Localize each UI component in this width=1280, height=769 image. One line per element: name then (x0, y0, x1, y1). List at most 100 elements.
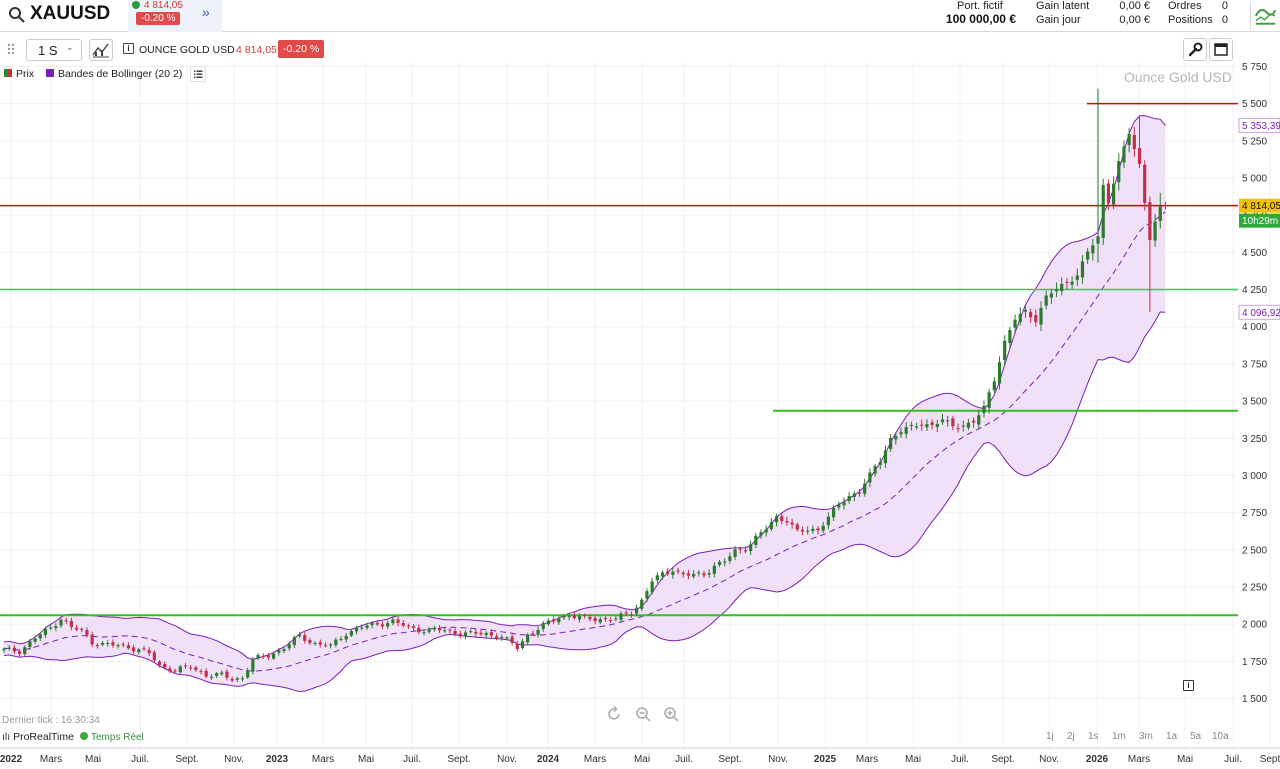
period-button-3m[interactable]: 3m (1139, 731, 1153, 742)
info-icon[interactable]: i (123, 43, 134, 54)
candle (785, 516, 789, 526)
legend-item-bollinger[interactable]: Bandes de Bollinger (20 2) (46, 68, 182, 80)
candle-body (935, 424, 939, 427)
candle-body (323, 645, 328, 647)
horizontal-lines[interactable] (0, 102, 1238, 617)
prorealtime-logo-icon[interactable] (1250, 2, 1278, 30)
candle (422, 629, 426, 636)
countdown-tag: 10h29m (1239, 213, 1280, 228)
positions-value: 0 (1221, 14, 1228, 26)
candle (256, 653, 260, 660)
symbol-search-box[interactable]: XAUUSD 4 814,05 -0.20 % » (0, 0, 222, 32)
candle-body (878, 461, 882, 465)
period-button-10a[interactable]: 10a (1212, 731, 1229, 742)
candle (391, 617, 395, 626)
candle (28, 638, 32, 650)
indicator-chart-icon (92, 43, 109, 58)
candle (837, 501, 841, 511)
zoom-out-icon[interactable] (634, 705, 652, 723)
candle-body (277, 650, 281, 653)
candle-body (396, 619, 400, 623)
candle (515, 640, 519, 652)
candle (624, 610, 628, 616)
candle (334, 637, 338, 648)
candle-body (992, 381, 996, 391)
candle-body (432, 628, 436, 630)
candle-body (443, 630, 447, 632)
reset-zoom-icon[interactable] (606, 705, 624, 723)
candle-body (811, 528, 815, 532)
symbol-name[interactable]: XAUUSD (30, 3, 111, 24)
candle-body (733, 549, 737, 557)
candle-body (982, 405, 986, 414)
info-icon[interactable]: i (1183, 680, 1194, 691)
candle (899, 427, 903, 438)
candle-body (1122, 146, 1126, 163)
candle-body (1101, 185, 1105, 239)
candle-body (1153, 221, 1157, 241)
candle (930, 419, 934, 430)
period-button-5a[interactable]: 5a (1190, 731, 1202, 742)
candle (458, 630, 462, 639)
period-button-2j[interactable]: 2j (1067, 731, 1075, 742)
period-button-1j[interactable]: 1j (1046, 731, 1054, 742)
candle (536, 626, 540, 638)
double-chevron-right-icon[interactable]: » (202, 4, 210, 20)
candle-body (147, 649, 151, 654)
gain-latent-value: 0,00 € (1119, 0, 1150, 12)
drag-handle-icon[interactable] (6, 42, 16, 56)
candle-body (1111, 183, 1116, 205)
x-tick-label: Nov. (224, 754, 244, 765)
candle (1070, 276, 1074, 289)
y-tick-label: 3 750 (1242, 359, 1267, 370)
candle-body (251, 658, 255, 672)
period-button-1s[interactable]: 1s (1088, 731, 1099, 742)
candle (178, 664, 182, 674)
legend-item-price[interactable]: Prix (4, 68, 34, 80)
y-tick-label: 2 000 (1242, 620, 1267, 631)
price-swatch-icon (4, 69, 12, 77)
candle (437, 624, 442, 634)
candle-body (847, 496, 851, 502)
candle-body (59, 619, 63, 626)
period-button-1m[interactable]: 1m (1112, 731, 1126, 742)
zoom-in-icon[interactable] (662, 705, 680, 723)
candle-body (354, 628, 359, 632)
candle (1034, 309, 1038, 327)
candle-body (795, 524, 799, 530)
candle-body (759, 532, 763, 536)
timeframe-select[interactable]: 1 S ⌄ (26, 39, 82, 61)
candle (220, 670, 224, 676)
candle-body (956, 428, 960, 430)
period-button-1a[interactable]: 1a (1166, 731, 1178, 742)
legend-menu-button[interactable] (190, 66, 206, 82)
candle-body (360, 627, 364, 629)
candle (1003, 335, 1007, 366)
bollinger-lower-tag: 4 096,92 (1238, 304, 1280, 320)
add-indicator-button[interactable] (89, 39, 113, 61)
settings-button[interactable] (1183, 38, 1207, 61)
candle-body (469, 631, 473, 633)
candle (370, 621, 374, 629)
candle-body (334, 639, 338, 646)
candle-body (116, 645, 120, 647)
candle (826, 512, 831, 530)
candle (297, 631, 302, 638)
instrument-change-badge: -0.20 % (278, 40, 325, 58)
candle-body (567, 616, 571, 618)
candle-body (272, 653, 276, 659)
candle (764, 525, 768, 537)
candle-body (458, 633, 462, 636)
candle (593, 614, 597, 625)
candle (54, 623, 58, 632)
search-icon[interactable] (8, 6, 26, 24)
candle (494, 633, 499, 641)
candle-body (863, 483, 867, 494)
candle (925, 419, 929, 431)
candle-body (163, 664, 167, 668)
candle (1049, 289, 1053, 304)
candle (878, 457, 882, 470)
candle-body (183, 665, 188, 667)
window-mode-button[interactable] (1209, 38, 1233, 61)
